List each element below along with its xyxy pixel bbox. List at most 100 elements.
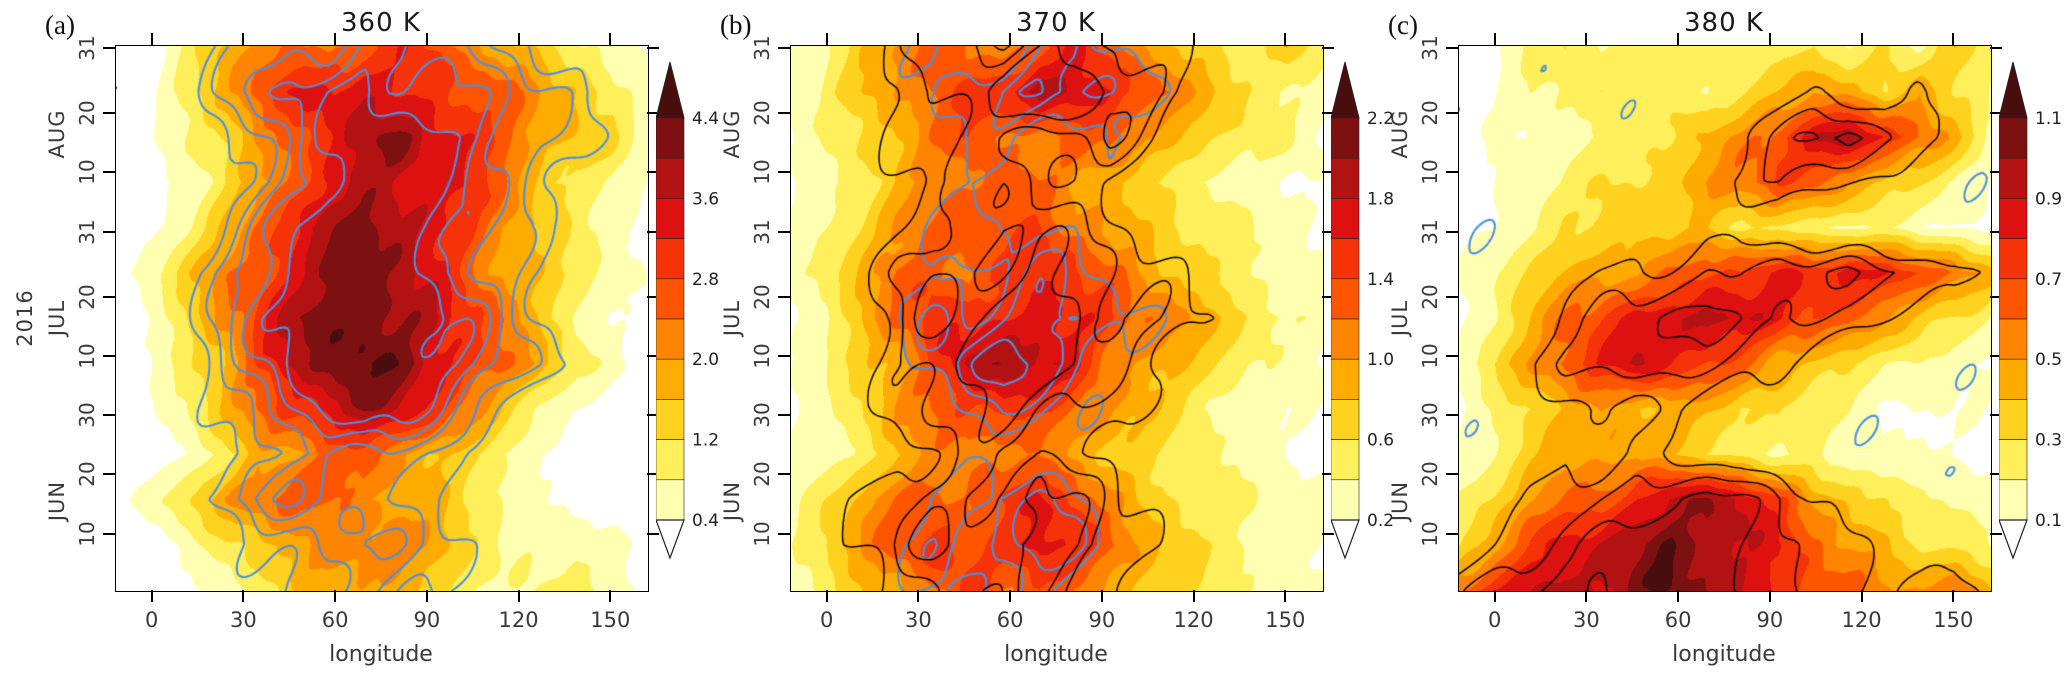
- panel-c: (c) 380 K 0 30 60 90 120 150 10 20 30 10 20 31 10 20 3…: [1378, 0, 2067, 679]
- y-tick-label: 20: [75, 284, 99, 310]
- colorbar-tick-label: 0.3: [2035, 431, 2062, 451]
- x-axis-tick: [242, 590, 245, 602]
- y-axis-right-tick: [647, 46, 659, 49]
- month-label-aug: AUG: [720, 109, 744, 159]
- colorbar-tick-label: 1.4: [1367, 270, 1394, 290]
- y-axis-tick: [778, 414, 790, 417]
- month-label-jun: JUN: [720, 481, 744, 522]
- y-axis-right-tick: [647, 295, 659, 298]
- x-tick-label: 30: [230, 608, 257, 632]
- y-tick-label: 10: [75, 159, 99, 186]
- y-axis-right-tick: [1322, 171, 1334, 174]
- y-axis-tick: [103, 532, 115, 535]
- x-tick-label: 0: [1488, 608, 1502, 632]
- x-axis-top-tick: [150, 33, 153, 45]
- panel-b: (b) 370 K 0 30 60 90 120 150 10 20 30 10 20 31 10 20 3…: [689, 0, 1394, 679]
- y-tick-label: 10: [750, 343, 774, 369]
- y-axis-right-tick: [647, 230, 659, 233]
- y-axis-right-tick: [1990, 230, 2002, 233]
- colorbar-tick-label: 0.4: [692, 511, 719, 531]
- y-axis-tick: [1446, 171, 1458, 174]
- y-tick-label: 10: [750, 159, 774, 186]
- x-axis-top-tick: [1860, 33, 1863, 45]
- plot-area-c: [1458, 45, 1992, 592]
- y-axis-tick: [1446, 46, 1458, 49]
- panel-a: (a) 360 K 0 30 60 90 120 150 10 20 30 10 20 31 10 20 3…: [0, 0, 719, 679]
- x-axis-top-tick: [1493, 33, 1496, 45]
- x-axis-top-tick: [1009, 33, 1012, 45]
- x-tick-label: 120: [1841, 608, 1882, 632]
- y-axis-right-tick: [1322, 46, 1334, 49]
- x-axis-label: longitude: [1672, 642, 1776, 667]
- x-tick-label: 0: [145, 608, 159, 632]
- y-axis-right-tick: [1990, 112, 2002, 115]
- colorbar-tick-label: 4.4: [692, 109, 719, 129]
- colorbar-tick-label: 0.7: [2035, 270, 2062, 290]
- colorbar-b: 0.2 0.6 1.0 1.4 1.8 2.2: [1331, 61, 1394, 560]
- x-tick-label: 120: [1173, 608, 1214, 632]
- y-axis-right-tick: [647, 112, 659, 115]
- y-axis-tick: [778, 532, 790, 535]
- y-axis-right-tick: [647, 171, 659, 174]
- y-axis-right-tick: [1990, 414, 2002, 417]
- x-axis-tick: [1192, 590, 1195, 602]
- panel-title-b: 370 K: [1016, 8, 1096, 38]
- month-label-jul: JUL: [1388, 299, 1412, 336]
- y-axis-right-tick: [1322, 230, 1334, 233]
- y-axis-tick: [103, 112, 115, 115]
- y-tick-label: 30: [75, 402, 99, 428]
- y-tick-label: 31: [75, 218, 99, 245]
- x-axis-tick: [1493, 590, 1496, 602]
- y-axis-tick: [1446, 295, 1458, 298]
- y-tick-label: 31: [1418, 35, 1442, 61]
- y-tick-label: 10: [1418, 159, 1442, 186]
- x-axis-tick: [1768, 590, 1771, 602]
- panel-title-a: 360 K: [341, 8, 421, 38]
- x-axis-tick: [425, 590, 428, 602]
- x-axis-tick: [917, 590, 920, 602]
- y-axis-right-tick: [1990, 355, 2002, 357]
- colorbar-tick-label: 0.5: [2035, 350, 2062, 370]
- y-axis-tick: [778, 112, 790, 115]
- month-label-jun: JUN: [1388, 481, 1412, 522]
- colorbar-c: 0.1 0.3 0.5 0.7 0.9 1.1: [1999, 61, 2062, 560]
- x-axis-top-tick: [1585, 33, 1588, 45]
- colorbar-tick-label: 1.1: [2035, 109, 2062, 129]
- x-axis-tick: [1009, 590, 1012, 602]
- y-axis-tick: [778, 355, 790, 357]
- colorbar-tick-label: 0.9: [2035, 189, 2062, 209]
- y-axis-tick: [1446, 532, 1458, 535]
- x-axis-tick: [1860, 590, 1863, 602]
- y-tick-label: 20: [1418, 100, 1442, 126]
- x-axis-top-tick: [334, 33, 337, 45]
- x-axis-tick: [1284, 590, 1287, 602]
- y-axis-tick: [1446, 414, 1458, 417]
- x-tick-label: 60: [321, 608, 349, 632]
- x-axis-tick: [1100, 590, 1103, 602]
- y-axis-tick: [1446, 112, 1458, 115]
- panel-letter-c: (c): [1388, 10, 1418, 40]
- y-axis-right-tick: [1990, 532, 2002, 535]
- y-tick-label: 30: [1418, 402, 1442, 428]
- month-label-aug: AUG: [45, 109, 69, 159]
- y-axis-tick: [778, 295, 790, 298]
- y-tick-label: 20: [750, 461, 774, 488]
- month-label-jul: JUL: [720, 299, 744, 336]
- x-tick-label: 150: [1265, 608, 1306, 632]
- y-tick-label: 10: [75, 520, 99, 547]
- heatmap-canvas-a: [116, 46, 648, 591]
- x-tick-label: 90: [1088, 608, 1116, 632]
- y-tick-label: 20: [1418, 461, 1442, 488]
- plot-area-b: [790, 45, 1324, 592]
- y-axis-tick: [778, 473, 790, 476]
- x-axis-top-tick: [609, 33, 612, 45]
- y-tick-label: 10: [1418, 343, 1442, 369]
- x-axis-tick: [825, 590, 828, 602]
- colorbar-tick-label: 2.2: [1367, 109, 1394, 129]
- y-axis-right-tick: [1322, 532, 1334, 535]
- month-label-aug: AUG: [1388, 109, 1412, 159]
- y-axis-right-tick: [1990, 46, 2002, 49]
- x-tick-label: 90: [1756, 608, 1784, 632]
- y-axis-right-tick: [1322, 295, 1334, 298]
- y-axis-tick: [1446, 473, 1458, 476]
